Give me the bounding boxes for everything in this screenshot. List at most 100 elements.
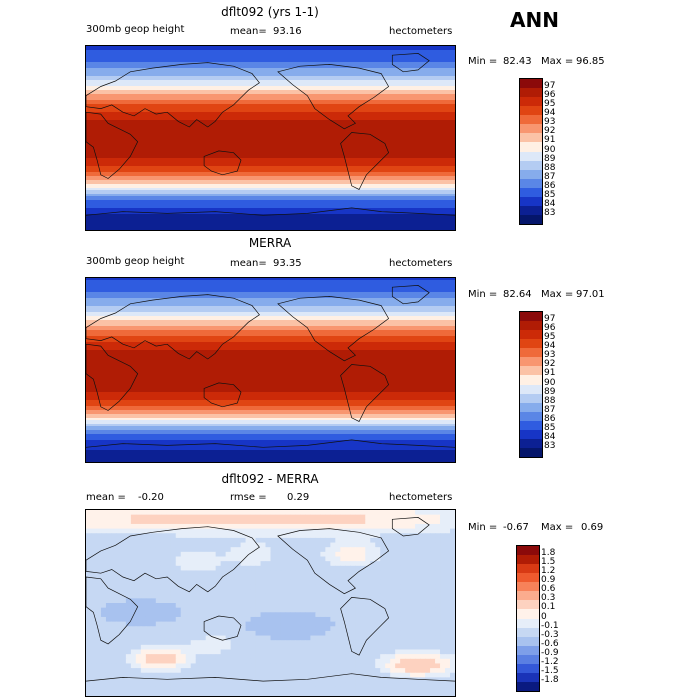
field-band	[86, 340, 455, 343]
field-cell	[310, 528, 316, 534]
field-cell	[290, 607, 297, 613]
field-cell	[195, 551, 202, 558]
field-cell	[265, 612, 272, 618]
field-cell	[430, 663, 436, 669]
field-cell	[165, 668, 172, 674]
field-cell	[285, 561, 292, 567]
field-band	[86, 282, 455, 285]
field-cell	[300, 635, 307, 641]
field-cell	[210, 607, 217, 613]
field-cell	[145, 672, 152, 678]
field-cell	[350, 635, 356, 641]
field-cell	[290, 621, 297, 627]
field-cell	[115, 514, 122, 520]
field-cell	[415, 626, 421, 632]
field-cell	[160, 519, 167, 525]
field-cell	[95, 686, 102, 692]
field-cell	[390, 565, 396, 572]
field-cell	[220, 523, 227, 530]
field-cell	[86, 584, 92, 590]
field-cell	[425, 519, 431, 525]
field-cell	[195, 593, 202, 599]
field-cell	[260, 523, 267, 530]
field-cell	[380, 607, 386, 613]
field-cell	[105, 630, 112, 637]
field-cell	[265, 654, 272, 660]
colorbar-tick-label: 95	[544, 332, 556, 343]
panel-3-mean-value: -0.20	[138, 492, 164, 503]
field-cell	[155, 547, 162, 553]
field-band	[86, 336, 455, 339]
field-cell	[395, 584, 401, 590]
field-cell	[140, 668, 147, 674]
field-cell	[310, 537, 316, 544]
field-cell	[335, 519, 341, 525]
field-cell	[435, 607, 441, 613]
field-cell	[260, 682, 267, 688]
field-band	[86, 134, 455, 137]
field-cell	[310, 579, 316, 585]
field-cell	[250, 584, 257, 590]
field-cell	[150, 682, 157, 688]
field-cell	[140, 682, 147, 688]
field-cell	[110, 570, 117, 576]
field-cell	[125, 584, 132, 590]
field-cell	[395, 533, 401, 539]
field-cell	[450, 630, 455, 637]
field-cell	[390, 649, 396, 655]
field-cell	[410, 677, 416, 683]
field-cell	[120, 654, 127, 660]
field-cell	[320, 593, 326, 599]
field-cell	[165, 523, 172, 530]
field-cell	[435, 663, 441, 669]
field-cell	[275, 626, 282, 632]
field-cell	[185, 686, 192, 692]
field-cell	[190, 556, 197, 562]
field-cell	[450, 593, 455, 599]
field-cell	[150, 528, 157, 534]
colorbar-swatch	[520, 196, 542, 206]
field-cell	[140, 626, 147, 632]
field-cell	[325, 612, 331, 618]
field-cell	[305, 593, 311, 599]
field-band	[86, 188, 455, 191]
field-cell	[175, 551, 182, 558]
field-cell	[415, 682, 421, 688]
field-cell	[155, 691, 162, 696]
field-cell	[145, 519, 152, 525]
field-cell	[195, 510, 202, 516]
field-band	[86, 296, 455, 299]
field-cell	[375, 616, 381, 623]
field-cell	[280, 598, 287, 604]
field-cell	[260, 607, 267, 613]
field-cell	[150, 668, 157, 674]
field-cell	[140, 575, 147, 581]
field-cell	[390, 556, 396, 562]
field-cell	[125, 561, 132, 567]
field-cell	[140, 533, 147, 539]
field-cell	[350, 663, 356, 669]
field-band	[86, 376, 455, 379]
field-cell	[215, 570, 222, 576]
field-cell	[185, 561, 192, 567]
field-cell	[315, 510, 321, 516]
field-cell	[300, 514, 307, 520]
field-cell	[280, 630, 287, 637]
field-cell	[95, 658, 102, 665]
panel-2-min-label: Min =	[468, 289, 498, 300]
field-cell	[220, 547, 227, 553]
field-cell	[395, 654, 401, 660]
field-cell	[420, 547, 426, 553]
field-cell	[310, 686, 316, 692]
field-cell	[295, 598, 302, 604]
field-cell	[355, 579, 361, 585]
field-cell	[370, 579, 376, 585]
field-cell	[310, 603, 316, 609]
field-cell	[225, 565, 232, 572]
field-cell	[105, 654, 112, 660]
field-cell	[300, 561, 307, 567]
field-cell	[100, 589, 107, 595]
field-band	[86, 378, 455, 381]
field-cell	[435, 542, 441, 548]
field-cell	[86, 621, 92, 627]
